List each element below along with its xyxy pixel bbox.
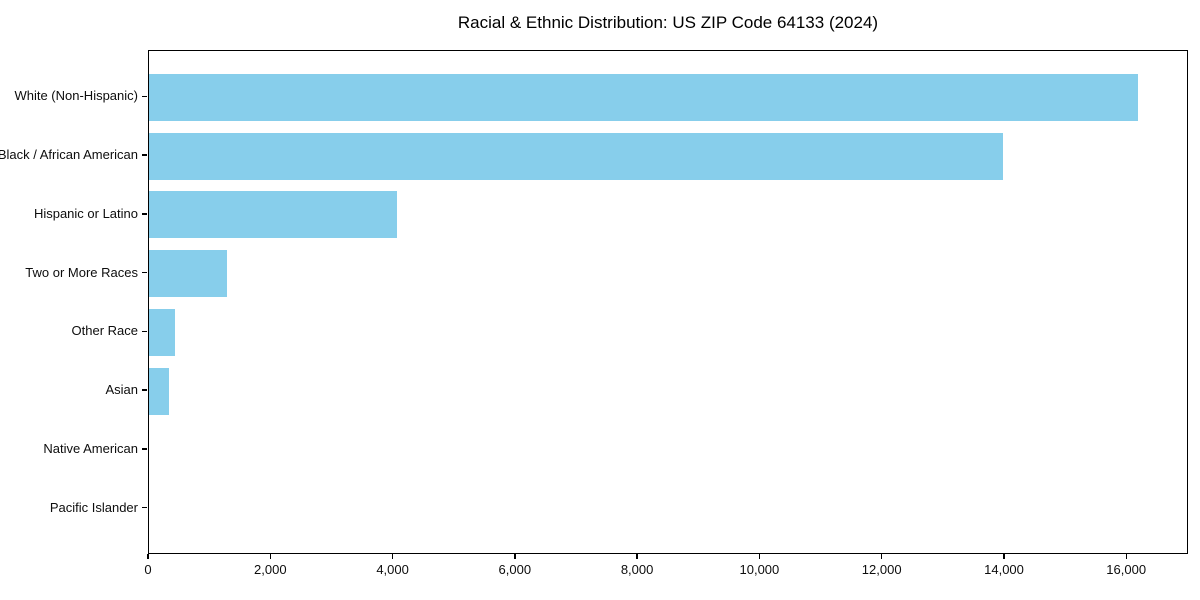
- y-tick-mark: [142, 154, 147, 156]
- plot-area: [148, 50, 1188, 554]
- x-tick-label: 6,000: [498, 562, 532, 577]
- x-tick-label: 10,000: [739, 562, 780, 577]
- x-tick-label: 14,000: [984, 562, 1024, 577]
- y-tick-label: Native American: [43, 440, 138, 456]
- y-tick-label: Pacific Islander: [49, 499, 138, 515]
- bar-hispanic-or-latino: [149, 191, 397, 239]
- y-tick-label: Asian: [105, 382, 138, 398]
- x-tick-label: 16,000: [1106, 562, 1147, 577]
- y-tick-mark: [142, 330, 147, 333]
- y-tick-mark: [142, 271, 147, 274]
- x-tick-mark: [269, 554, 271, 559]
- chart-title: Racial & Ethnic Distribution: US ZIP Cod…: [457, 13, 879, 32]
- y-tick-mark: [142, 389, 147, 391]
- x-tick-label: 12,000: [861, 562, 902, 577]
- x-tick-label: 2,000: [254, 562, 287, 577]
- y-tick-label: White (Non-Hispanic): [14, 88, 138, 104]
- x-tick-mark: [636, 554, 638, 559]
- x-tick-label: 4,000: [376, 562, 409, 577]
- bar-asian: [149, 367, 170, 415]
- y-tick-mark: [142, 95, 147, 98]
- y-tick-label: Two or More Races: [25, 264, 138, 280]
- x-tick-mark: [758, 554, 761, 559]
- y-tick-mark: [142, 213, 147, 215]
- x-tick-mark: [880, 554, 883, 559]
- x-tick-mark: [391, 554, 394, 559]
- y-tick-label: Black / African American: [0, 147, 138, 163]
- x-tick-mark: [1003, 554, 1005, 559]
- x-tick-mark: [147, 554, 149, 559]
- x-tick-mark: [1125, 554, 1127, 559]
- bar-other-race: [149, 308, 175, 356]
- y-tick-label: Other Race: [71, 323, 138, 339]
- bar-two-or-more-races: [149, 250, 228, 298]
- bar-black-african-american: [149, 132, 1003, 180]
- x-tick-label: 0: [144, 562, 152, 577]
- y-tick-mark: [142, 506, 147, 509]
- y-tick-mark: [142, 448, 147, 450]
- x-tick-mark: [514, 554, 516, 559]
- y-tick-label: Hispanic or Latino: [33, 205, 138, 221]
- x-tick-label: 8,000: [620, 562, 654, 577]
- bar-white-non-hispanic: [149, 73, 1138, 121]
